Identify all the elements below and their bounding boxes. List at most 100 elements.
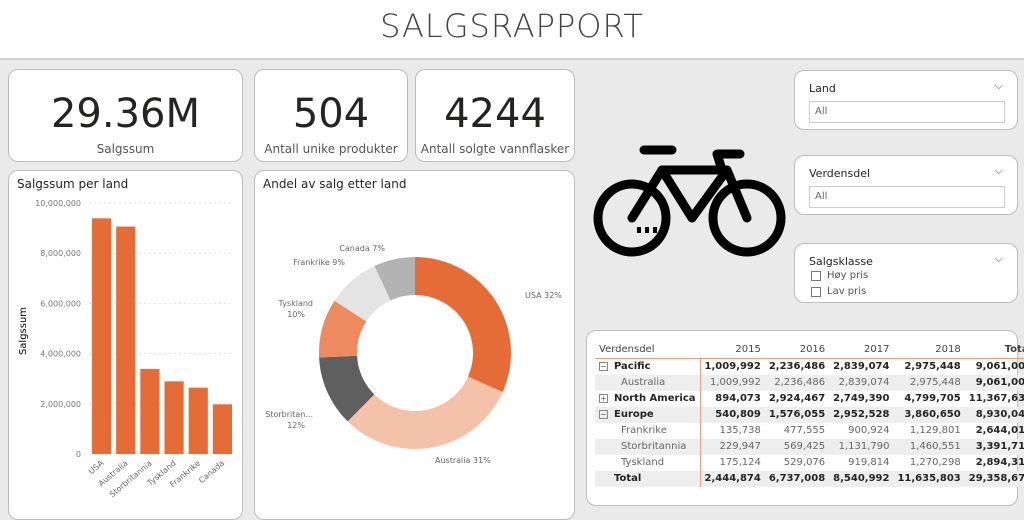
- row-header: − Europe: [595, 406, 701, 423]
- table-cell: 3,391,712: [964, 438, 1024, 455]
- table-cell: 1,009,992: [704, 361, 761, 373]
- table-row: Frankrike 135,738 477,555 900,924 1,129,801 2…: [595, 422, 1024, 439]
- table-cell: 229,947: [700, 438, 765, 455]
- bar-tyskland[interactable]: [164, 381, 184, 454]
- donut-chart-card: Andel av salg etter land USA 32% Australi…: [254, 170, 575, 520]
- chevron-down-icon[interactable]: ⌵: [994, 252, 1003, 265]
- slice-canada[interactable]: [374, 257, 415, 301]
- slice-label: Frankrike 9%: [293, 258, 345, 267]
- table-row: − Europe 540,809 1,576,055 2,952,528 3,860,65…: [595, 406, 1024, 423]
- table-cell: 919,814: [848, 457, 890, 468]
- row-header: − Pacific: [595, 358, 701, 375]
- bicycle-icon: [593, 145, 786, 257]
- chevron-down-icon[interactable]: ⌵: [994, 79, 1003, 92]
- slice-tyskland[interactable]: [319, 300, 367, 358]
- table-cell: 2,894,312: [975, 457, 1024, 468]
- slicer-title: Verdensdel: [809, 167, 871, 180]
- table-cell: 1,129,801: [909, 425, 961, 436]
- table-cell: 11,635,803: [893, 470, 965, 487]
- table-row: Total 2,444,874 6,737,008 8,540,992 11,635,8…: [595, 470, 1024, 487]
- checkbox-lav-pris[interactable]: Lav pris: [811, 286, 866, 297]
- table-cell: 900,924: [848, 425, 890, 436]
- header: SALGSRAPPORT: [0, 0, 1024, 60]
- verdensdel-slicer: Verdensdel ⌵ All: [794, 155, 1018, 215]
- slice-label: Australia 31%: [435, 456, 491, 465]
- y-tick-label: 6,000,000: [40, 299, 81, 308]
- matrix-table-card: Verdensdel2015201620172018Total−Pacific1…: [586, 330, 1024, 506]
- slicer-title: Salgsklasse: [809, 255, 873, 268]
- column-header[interactable]: 2017: [829, 341, 894, 359]
- table-cell: 2,924,467: [768, 393, 826, 404]
- table-cell: 4,799,705: [904, 393, 961, 404]
- row-header: Frankrike: [595, 422, 701, 439]
- slice-label: Storbritan... 12%: [265, 410, 313, 430]
- bar-storbritannia[interactable]: [140, 368, 160, 454]
- checkbox-hoy-pris[interactable]: Høy pris: [811, 270, 868, 281]
- salgsklasse-slicer: Salgsklasse ⌵ Høy pris Lav pris: [794, 243, 1018, 303]
- bar-usa[interactable]: [92, 218, 112, 454]
- table-cell: 1,270,298: [909, 457, 961, 468]
- page-title: SALGSRAPPORT: [380, 7, 644, 45]
- kpi-card-vannflasker: 4244 Antall solgte vannflasker: [415, 69, 575, 162]
- table-cell: 135,738: [719, 425, 761, 436]
- kpi-label: Salgssum: [96, 142, 155, 156]
- slicer-title: Land: [809, 82, 836, 95]
- collapse-icon[interactable]: −: [599, 410, 608, 419]
- row-header: + North America: [595, 390, 701, 407]
- table-cell: 9,061,001: [975, 361, 1024, 373]
- y-tick-label: 10,000,000: [35, 199, 81, 208]
- row-header: Total: [595, 470, 701, 487]
- column-header[interactable]: Verdensdel: [595, 341, 701, 359]
- land-dropdown[interactable]: All: [809, 101, 1005, 123]
- land-slicer: Land ⌵ All: [794, 70, 1018, 130]
- y-axis-label: Salgssum: [18, 307, 29, 355]
- table-cell: 1,460,551: [893, 438, 965, 455]
- table-cell: 2,749,390: [833, 393, 890, 404]
- slice-frankrike[interactable]: [334, 265, 391, 322]
- x-tick-label: USA: [87, 458, 106, 476]
- table-cell: 1,576,055: [764, 406, 830, 423]
- table-cell: 6,737,008: [764, 470, 830, 487]
- slice-label: Tyskland 10%: [278, 299, 313, 319]
- slice-label: USA 32%: [525, 291, 562, 300]
- table-cell: 29,358,677: [964, 470, 1024, 487]
- table-row: − Pacific 1,009,992 2,236,486 2,839,074 2,975…: [595, 358, 1024, 375]
- kpi-value: 4244: [444, 91, 546, 137]
- y-tick-label: 0: [76, 450, 81, 459]
- table-cell: 529,076: [783, 457, 826, 468]
- table-cell: 569,425: [764, 438, 830, 455]
- kpi-card-produkter: 504 Antall unike produkter: [254, 69, 408, 162]
- slice-australia[interactable]: [347, 376, 503, 450]
- expand-icon[interactable]: +: [599, 394, 608, 403]
- table-cell: 1,131,790: [829, 438, 894, 455]
- checkbox-label: Høy pris: [827, 270, 869, 281]
- table-cell: 2,236,486: [768, 361, 826, 373]
- row-header: Australia: [595, 374, 701, 391]
- bar-australia[interactable]: [116, 226, 136, 454]
- chart-title: Andel av salg etter land: [263, 177, 407, 191]
- slice-storbritannia[interactable]: [319, 355, 375, 422]
- bar-frankrike[interactable]: [188, 387, 208, 454]
- table-cell: 3,860,650: [893, 406, 965, 423]
- table-cell: 894,073: [715, 393, 761, 404]
- column-header[interactable]: 2018: [893, 341, 965, 359]
- verdensdel-dropdown[interactable]: All: [809, 186, 1005, 208]
- chevron-down-icon[interactable]: ⌵: [994, 164, 1003, 177]
- table-cell: 2,644,018: [975, 425, 1024, 436]
- bar-canada[interactable]: [212, 404, 232, 454]
- column-header[interactable]: 2015: [700, 341, 765, 359]
- kpi-label: Antall unike produkter: [264, 142, 398, 156]
- column-header[interactable]: Total: [964, 341, 1024, 359]
- y-tick-label: 2,000,000: [40, 400, 81, 409]
- y-tick-label: 4,000,000: [40, 350, 81, 359]
- table-row: + North America 894,073 2,924,467 2,749,390 4…: [595, 390, 1024, 407]
- table-cell: 2,839,074: [833, 361, 890, 373]
- collapse-icon[interactable]: −: [599, 362, 608, 372]
- column-header[interactable]: 2016: [764, 341, 830, 359]
- x-tick-label: Canada: [197, 459, 226, 486]
- matrix-table: Verdensdel2015201620172018Total−Pacific1…: [595, 341, 1024, 487]
- slice-usa[interactable]: [415, 257, 512, 393]
- donut-chart: USA 32% Australia 31% Storbritan... 12% Tysk…: [265, 244, 562, 465]
- table-cell: 2,839,074: [829, 374, 894, 391]
- kpi-label: Antall solgte vannflasker: [420, 142, 570, 156]
